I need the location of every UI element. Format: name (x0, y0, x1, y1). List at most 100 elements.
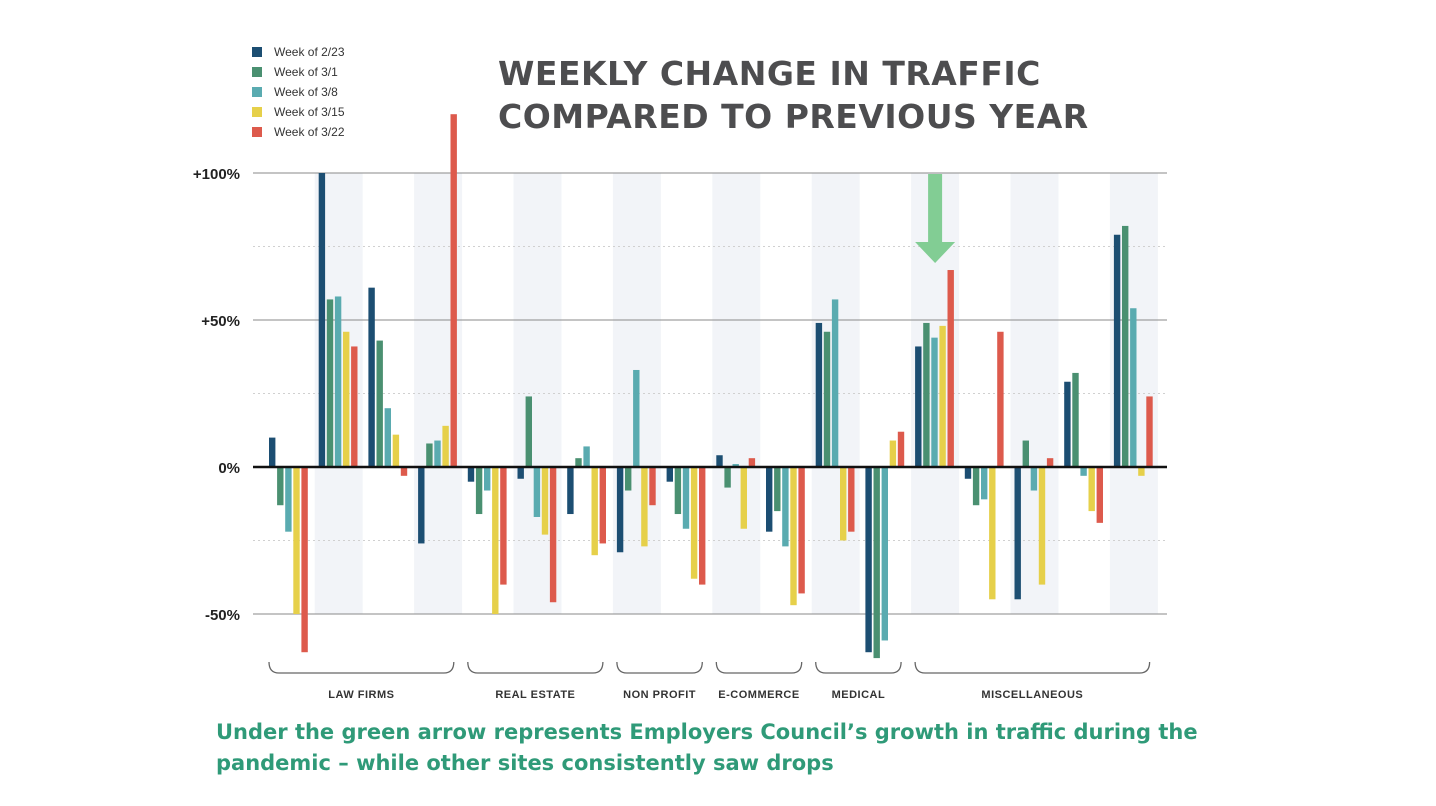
y-tick-label: 0% (218, 460, 240, 477)
bar (831, 299, 839, 467)
bar (972, 467, 980, 506)
bar (873, 467, 880, 659)
bar (549, 467, 557, 603)
bar (1014, 467, 1021, 600)
group-label: E-COMMERCE (718, 689, 799, 701)
bar (517, 467, 524, 479)
bar (823, 331, 831, 467)
bar (774, 467, 781, 512)
bar (484, 467, 491, 491)
bar (649, 467, 656, 506)
chart-title-line-1: WEEKLY CHANGE IN TRAFFIC (498, 54, 1041, 93)
y-tick-label: -50% (205, 607, 240, 624)
legend-swatch (252, 127, 262, 137)
bar (450, 114, 457, 467)
bar (989, 467, 996, 600)
bar (1146, 396, 1153, 467)
bar (997, 331, 1004, 467)
bar (318, 173, 326, 467)
bar (591, 467, 598, 556)
bar (442, 425, 449, 467)
bar (1122, 225, 1129, 467)
bar (1030, 467, 1038, 491)
group-bracket (914, 661, 1151, 674)
legend-swatch (252, 87, 262, 97)
bar (1088, 467, 1095, 512)
bar (277, 467, 284, 506)
legend: Week of 2/23 Week of 3/1 Week of 3/8 Wee… (252, 42, 345, 142)
bar (633, 369, 640, 467)
group-label: REAL ESTATE (495, 689, 575, 701)
bar (1072, 372, 1079, 467)
legend-label: Week of 3/15 (274, 105, 345, 119)
group-bracket (616, 661, 703, 674)
group-label: MEDICAL (832, 689, 886, 701)
bar (724, 467, 731, 488)
bar (666, 467, 673, 482)
bar (343, 331, 350, 467)
bar (798, 467, 805, 594)
legend-item: Week of 2/23 (252, 42, 345, 62)
bar (301, 467, 308, 653)
bar (716, 455, 723, 467)
bar (1138, 467, 1145, 476)
bar (1130, 308, 1137, 467)
bar (492, 467, 499, 614)
group-bracket (467, 661, 604, 674)
bar (699, 467, 706, 585)
bar (368, 287, 375, 467)
bar (351, 346, 358, 467)
y-tick-label: +50% (201, 313, 240, 330)
bar (815, 322, 823, 467)
bar (939, 325, 946, 467)
bar (915, 346, 922, 467)
legend-item: Week of 3/15 (252, 102, 345, 122)
bar (889, 440, 897, 467)
bar (575, 458, 582, 467)
highlight-arrow-icon (915, 174, 956, 263)
bar (923, 322, 930, 467)
group-label: NON PROFIT (623, 689, 696, 701)
bar (541, 467, 549, 535)
bar (384, 408, 391, 467)
bar (1113, 234, 1121, 467)
bar (293, 467, 300, 614)
bar (625, 467, 632, 491)
legend-swatch (252, 47, 262, 57)
group-label: MISCELLANEOUS (981, 689, 1083, 701)
bar (418, 467, 425, 544)
bar (1022, 440, 1029, 467)
bar (599, 467, 606, 544)
caption-line-2: pandemic – while other sites consistentl… (216, 751, 834, 775)
bar (400, 467, 408, 476)
legend-item: Week of 3/1 (252, 62, 345, 82)
caption-line-1: Under the green arrow represents Employe… (216, 720, 1198, 744)
bar (865, 467, 872, 653)
bar (732, 464, 739, 467)
bar (964, 467, 972, 479)
bar (434, 440, 441, 467)
bar (981, 467, 988, 500)
legend-item: Week of 3/8 (252, 82, 345, 102)
bar (583, 446, 590, 467)
bar (931, 337, 938, 467)
chart-title-line-2: COMPARED TO PREVIOUS YEAR (498, 97, 1089, 136)
legend-label: Week of 3/8 (274, 85, 338, 99)
bar (782, 467, 789, 547)
bar (682, 467, 690, 529)
legend-swatch (252, 67, 262, 77)
bar (748, 458, 756, 467)
bar (334, 296, 342, 467)
bar (1096, 467, 1103, 523)
bar (475, 467, 483, 515)
legend-label: Week of 3/22 (274, 125, 345, 139)
bar (616, 467, 624, 553)
bar (848, 467, 855, 532)
bar (525, 396, 532, 467)
bar (376, 340, 383, 467)
bar (641, 467, 648, 547)
y-tick-label: +100% (193, 166, 240, 183)
group-bracket (268, 661, 455, 674)
bar (1046, 458, 1054, 467)
bar (897, 431, 905, 467)
